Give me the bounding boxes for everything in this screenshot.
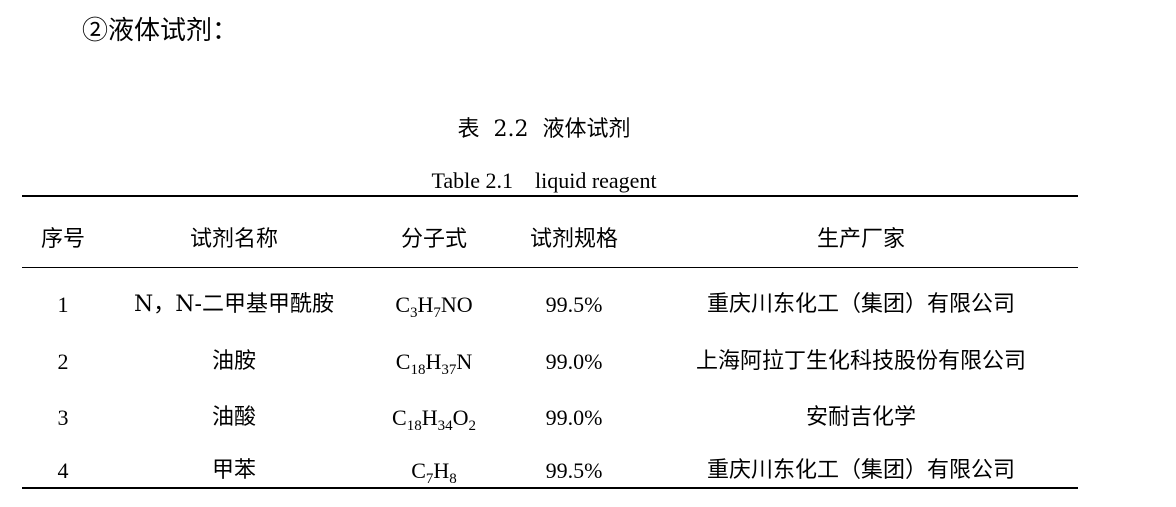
formula-subscript: 37 [441,362,457,378]
table-bottom-rule [22,487,1078,489]
row-spec: 99.0% [545,349,603,374]
row-maker: 重庆川东化工（集团）有限公司 [706,292,1015,317]
formula-subscript: 2 [468,418,476,434]
formula-element: H [421,405,438,430]
formula-subscript: 7 [425,471,434,487]
header-formula: 分子式 [400,227,467,252]
table-header-rule [22,267,1078,268]
formula-subscript: 3 [410,305,418,321]
row-name: N，N-二甲基甲酰胺 [134,292,334,317]
table-top-rule [22,195,1078,197]
row-spec: 99.5% [545,458,603,483]
header-no: 序号 [40,227,85,252]
formula-element: H [425,349,442,374]
row-formula: C18H37N [364,347,504,378]
row-spec: 99.5% [545,292,603,317]
row-spec: 99.0% [545,405,603,430]
formula-element: O [452,405,469,430]
formula-element: C [392,405,407,430]
row-maker: 上海阿拉丁生化科技股份有限公司 [695,349,1026,374]
formula-subscript: 18 [406,418,422,434]
formula-subscript: 34 [437,418,453,434]
row-no: 1 [57,292,69,317]
row-formula: C3H7NO [364,290,504,321]
header-name: 试剂名称 [189,227,278,252]
formula-element: C [411,458,426,483]
formula-subscript: 8 [449,471,457,487]
row-formula: C7H8 [364,456,504,487]
row-no: 2 [57,349,69,374]
row-name: 甲苯 [211,458,256,483]
row-name: 油酸 [211,405,256,430]
row-no: 4 [57,458,69,483]
formula-subscript: 7 [433,305,441,321]
formula-element: NO [440,292,473,317]
row-no: 3 [57,405,69,430]
formula-subscript: 18 [410,362,426,378]
header-spec: 试剂规格 [529,227,618,252]
table-caption-cn: 表 2.2 液体试剂 [457,117,631,142]
row-formula: C18H34O2 [364,403,504,434]
header-maker: 生产厂家 [816,227,905,252]
row-maker: 重庆川东化工（集团）有限公司 [706,458,1015,483]
formula-element: C [395,349,411,374]
table-caption-en: Table 2.1 liquid reagent [431,168,657,193]
row-name: 油胺 [211,349,256,374]
row-maker: 安耐吉化学 [805,405,916,430]
formula-element: C [395,292,410,317]
formula-element: N [456,349,473,374]
section-heading: ②液体试剂： [82,16,239,46]
formula-element: H [433,458,450,483]
formula-element: H [417,292,434,317]
